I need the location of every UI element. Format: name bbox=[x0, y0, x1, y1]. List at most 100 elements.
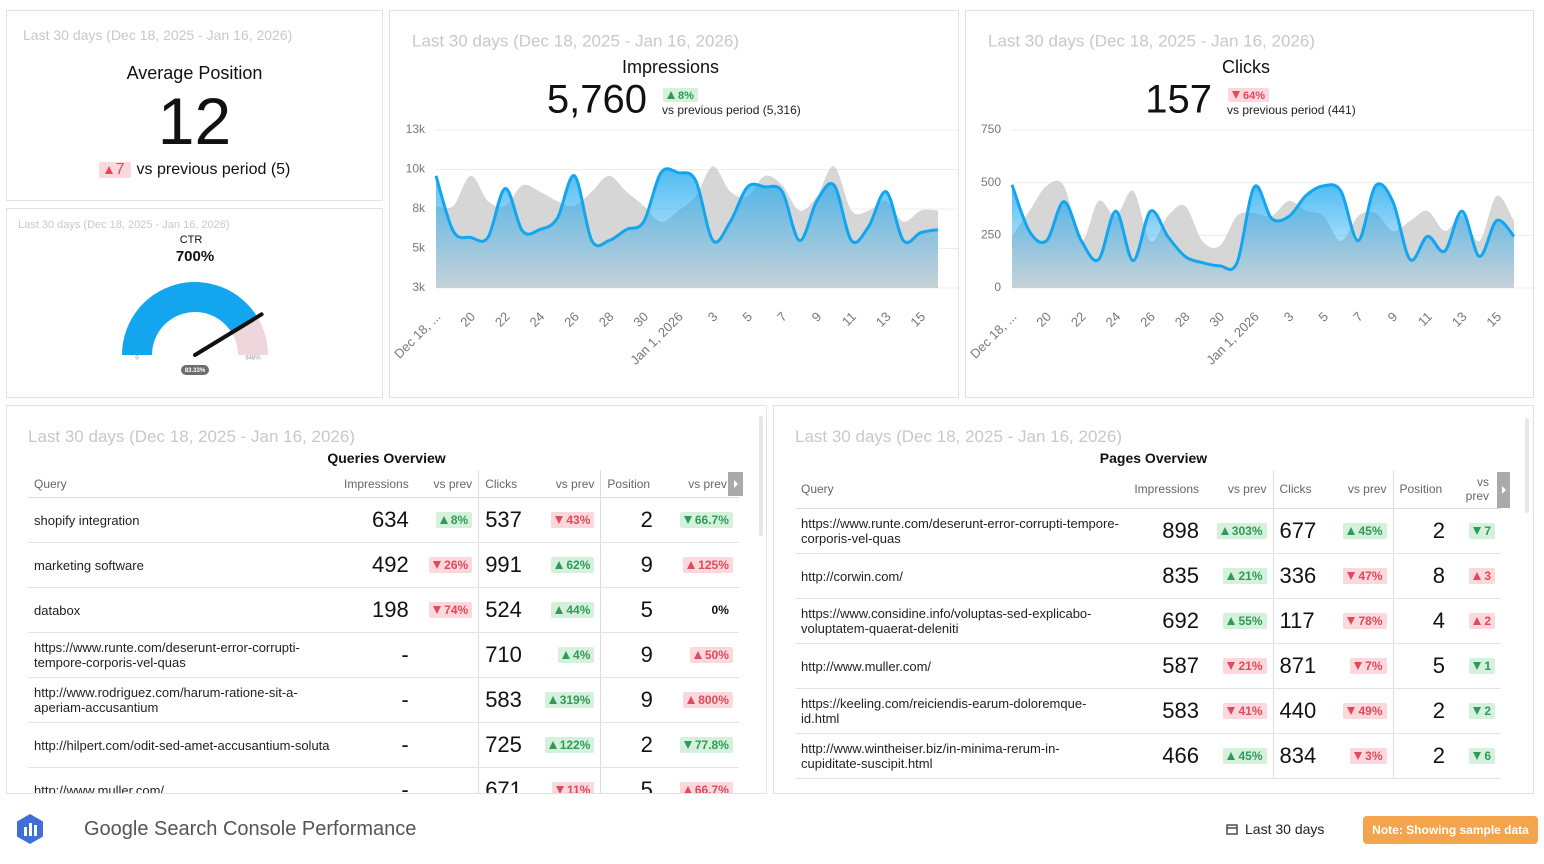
table-cell: 122% bbox=[538, 722, 601, 768]
arrow bbox=[687, 696, 696, 704]
column-header[interactable]: Query bbox=[28, 470, 338, 498]
column-header[interactable]: Clicks bbox=[1272, 470, 1333, 509]
change-badge: 303% bbox=[1216, 523, 1267, 539]
arrow bbox=[433, 561, 442, 569]
arrow bbox=[555, 516, 564, 524]
x-tick-label: 7 bbox=[774, 309, 790, 325]
table-cell: 677 bbox=[1272, 508, 1333, 554]
change-badge: 21% bbox=[1223, 568, 1267, 584]
table-cell: 6 bbox=[1451, 733, 1501, 779]
table-cell: - bbox=[338, 767, 415, 793]
table-cell: 9 bbox=[600, 542, 659, 588]
change-badge: 47% bbox=[1343, 568, 1387, 584]
table-cell: 991 bbox=[478, 542, 539, 588]
period: Last 30 days (Dec 18, 2025 - Jan 16, 202… bbox=[18, 219, 230, 231]
arrow bbox=[693, 651, 702, 659]
column-header[interactable]: Impressions bbox=[1125, 470, 1205, 509]
chart-title: Impressions bbox=[622, 57, 719, 77]
y-tick-label: 13k bbox=[406, 122, 426, 136]
column-header[interactable]: Clicks bbox=[478, 470, 539, 498]
arrow bbox=[1347, 707, 1356, 715]
table-cell: 537 bbox=[478, 497, 539, 543]
table-cell: https://www.runte.com/deserunt-error-cor… bbox=[795, 508, 1125, 554]
table-cell: 9 bbox=[600, 632, 659, 678]
column-header[interactable]: vs prev bbox=[414, 470, 479, 498]
logo bbox=[17, 814, 43, 844]
cell-value: 634 bbox=[371, 507, 409, 532]
arrow bbox=[1227, 752, 1236, 760]
column-header[interactable]: vs prev bbox=[1205, 470, 1273, 509]
change-badge: 6 bbox=[1469, 748, 1495, 764]
x-tick-label: 22 bbox=[492, 309, 513, 330]
arrow bbox=[555, 606, 564, 614]
y-tick-label: 750 bbox=[981, 122, 1001, 136]
change-badge: 43% bbox=[551, 512, 595, 528]
column-header[interactable]: vs prev bbox=[1451, 470, 1501, 509]
table-cell: 710 bbox=[478, 632, 539, 678]
comparison: vs previous period (441) bbox=[1227, 103, 1356, 117]
cell-value: 587 bbox=[1162, 653, 1199, 678]
query-text: https://www.considine.info/voluptas-sed-… bbox=[801, 606, 1092, 636]
column-header[interactable]: vs prev bbox=[658, 470, 739, 498]
table-row: marketing software 492 26% 991 62% 9 125% bbox=[28, 542, 739, 588]
gauge-needle bbox=[193, 312, 264, 357]
column-header[interactable]: Position bbox=[600, 470, 659, 498]
x-tick-label: 15 bbox=[1483, 309, 1504, 330]
table-cell: 44% bbox=[538, 587, 601, 633]
date-range[interactable]: Last 30 days bbox=[1245, 821, 1325, 837]
table-row: http://corwin.com/835 21% 336 47% 8 3 bbox=[795, 553, 1501, 599]
column-header[interactable]: vs prev bbox=[1333, 470, 1393, 509]
column-header[interactable]: Position bbox=[1392, 470, 1451, 509]
table-cell: 125% bbox=[658, 542, 739, 588]
scroll-right[interactable] bbox=[1497, 472, 1510, 508]
column-header[interactable]: vs prev bbox=[538, 470, 601, 498]
change-badge: 11% bbox=[552, 782, 595, 793]
cell-value: 117 bbox=[1279, 608, 1315, 633]
column-header[interactable]: Query bbox=[795, 470, 1125, 509]
x-tick-label: Dec 18, ... bbox=[391, 309, 444, 362]
scrollbar[interactable] bbox=[1525, 418, 1529, 513]
table-cell: 8 bbox=[1392, 553, 1451, 599]
change-badge: 21% bbox=[1223, 658, 1267, 674]
change-badge: 78% bbox=[1343, 613, 1387, 629]
data-table: Query Impressions vs prev Clicks vs prev Posi… bbox=[28, 470, 739, 793]
scrollbar[interactable] bbox=[759, 416, 763, 536]
y-tick-label: 3k bbox=[412, 280, 426, 294]
table-cell: 78% bbox=[1333, 598, 1393, 644]
cell-value: 710 bbox=[485, 642, 522, 667]
x-tick-label: 26 bbox=[1137, 309, 1158, 330]
period: Last 30 days (Dec 18, 2025 - Jan 16, 202… bbox=[988, 31, 1315, 50]
table-cell: 303% bbox=[1205, 508, 1273, 554]
change-badge: 45% bbox=[1223, 748, 1267, 764]
x-tick-label: 20 bbox=[1033, 309, 1054, 330]
change-value: 45% bbox=[1238, 749, 1263, 763]
scroll-right[interactable] bbox=[728, 472, 743, 496]
sample-data-note[interactable]: Note: Showing sample data bbox=[1363, 816, 1538, 844]
table-cell: 583 bbox=[478, 677, 539, 723]
y-tick-label: 500 bbox=[981, 175, 1001, 189]
cell-value: 898 bbox=[1162, 518, 1199, 543]
table-cell: 62% bbox=[538, 542, 601, 588]
change-badge: 0% bbox=[708, 602, 733, 618]
cell-value: 2 bbox=[1432, 698, 1445, 723]
x-tick-label: 11 bbox=[839, 309, 859, 329]
change-value: 66.7% bbox=[694, 513, 729, 527]
widget-title: Pages Overview bbox=[1099, 450, 1208, 466]
header-row: Query Impressions vs prev Clicks vs prev Posi… bbox=[795, 470, 1501, 509]
cell-value: 9 bbox=[640, 687, 653, 712]
change-value: 26% bbox=[444, 558, 469, 572]
arrow bbox=[1473, 617, 1482, 625]
arrow bbox=[1220, 527, 1229, 535]
table-cell: 466 bbox=[1125, 733, 1205, 779]
x-tick-label: 26 bbox=[561, 309, 582, 330]
current-line bbox=[1010, 182, 1516, 271]
table-row: https://www.runte.com/deserunt-error-cor… bbox=[795, 508, 1501, 554]
cell-value: 2 bbox=[1432, 743, 1445, 768]
cell-value: 5 bbox=[640, 597, 653, 622]
column-header[interactable]: Impressions bbox=[338, 470, 415, 498]
current-area bbox=[436, 168, 938, 288]
comparison: vs previous period (5) bbox=[136, 161, 291, 178]
kpi-value: 157 bbox=[1145, 78, 1212, 122]
table-cell: 725 bbox=[478, 722, 539, 768]
change-value: 7 bbox=[115, 161, 125, 178]
